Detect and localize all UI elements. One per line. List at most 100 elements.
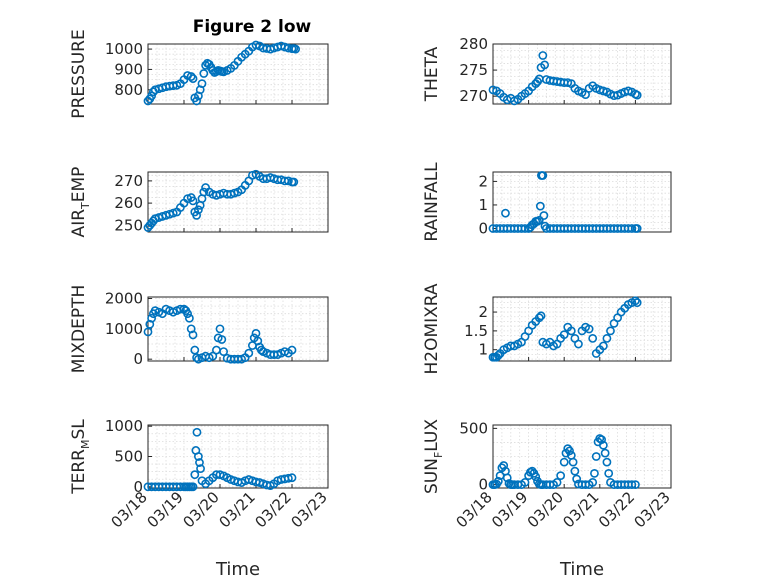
data-point: [631, 480, 640, 490]
data-point: [244, 348, 254, 358]
data-point: [199, 69, 209, 78]
subplot-terr-msl: 0 500 1000 TERRMSL 03/1803/1903/2003/2103/22…: [69, 417, 331, 580]
data-point: [188, 330, 198, 340]
data-point: [183, 309, 192, 319]
data-point: [287, 473, 297, 483]
data-point: [192, 210, 201, 220]
axes-border: [492, 43, 672, 105]
x-axis-label: Time: [215, 559, 260, 580]
y-tick-label: 800: [114, 81, 143, 99]
data-point: [197, 79, 207, 89]
data-point: [565, 446, 574, 456]
data-point: [147, 313, 156, 323]
y-axis-label: RAINFALL: [422, 162, 442, 242]
data-point: [539, 211, 549, 220]
axes-border: [147, 43, 329, 105]
data-point: [538, 51, 548, 60]
x-tick-label: 03/18: [108, 488, 151, 531]
data-point: [632, 224, 642, 233]
data-point: [632, 90, 642, 100]
data-point: [192, 353, 201, 363]
data-point: [493, 476, 503, 486]
data-point: [563, 444, 573, 454]
data-point: [536, 311, 546, 321]
data-point: [251, 40, 261, 50]
data-point: [559, 330, 569, 340]
data-point: [215, 324, 225, 334]
subplot-rainfall: 0 1 2 RAINFALL: [422, 162, 672, 242]
data-point: [534, 313, 544, 323]
data-point: [190, 470, 200, 480]
y-tick-label: 0: [478, 219, 488, 237]
data-point: [193, 452, 203, 461]
data-point: [184, 313, 194, 323]
data-point: [574, 339, 583, 349]
data-point: [590, 468, 599, 478]
x-tick-label: 03/20: [524, 488, 567, 531]
data-point: [195, 458, 204, 467]
subplot-h2omixra: 11.52 H2OMIXRA: [422, 283, 672, 375]
y-tick-label: 280: [459, 35, 488, 53]
data-point: [287, 345, 297, 355]
data-point: [604, 468, 614, 478]
subplot-mixdepth: 0 1000 2000 MIXDEPTH: [69, 285, 329, 373]
subplot-theta: 270 275 280 THETA: [422, 35, 672, 106]
y-axis-label: PRESSURE: [69, 29, 89, 118]
data-point: [632, 298, 642, 308]
data-point: [291, 44, 300, 54]
x-tick-label: 03/19: [488, 488, 531, 531]
data-point: [502, 473, 512, 483]
data-point: [186, 72, 196, 81]
subplot-pressure: 800 900 1000 PRESSURE: [69, 29, 329, 119]
y-tick-label: 2000: [105, 290, 143, 308]
data-point: [566, 326, 576, 336]
axes-frame: [147, 43, 329, 105]
data-point: [584, 324, 594, 334]
data-point: [598, 341, 608, 351]
x-tick-label: 03/22: [252, 488, 295, 531]
axes-border: [147, 171, 329, 233]
data-point: [627, 480, 637, 490]
data-point: [192, 96, 201, 106]
data-point: [193, 205, 203, 215]
data-point: [606, 326, 615, 336]
data-point: [570, 466, 580, 476]
y-axis-label: THETA: [422, 46, 442, 102]
y-tick-label: 270: [114, 172, 143, 190]
data-point: [520, 224, 530, 233]
data-point: [568, 457, 578, 467]
x-tick-label: 03/20: [180, 488, 223, 531]
y-tick-label: 1: [478, 341, 488, 359]
y-tick-label: 0: [133, 350, 143, 368]
data-point: [631, 296, 640, 306]
data-point: [531, 472, 541, 482]
data-point: [559, 457, 569, 467]
data-point: [540, 60, 550, 70]
y-axis-label: TERRMSL: [69, 419, 92, 495]
data-point: [501, 208, 510, 218]
data-point: [192, 427, 202, 437]
data-point: [600, 448, 610, 458]
y-tick-label: 275: [459, 61, 488, 79]
y-tick-label: 0: [478, 476, 488, 494]
y-tick-label: 500: [114, 448, 143, 466]
data-point: [597, 435, 606, 445]
y-tick-label: 1: [478, 196, 488, 214]
y-axis-label: H2OMIXRA: [422, 283, 442, 374]
y-tick-label: 250: [114, 216, 143, 234]
y-tick-label: 500: [459, 419, 488, 437]
data-point: [217, 335, 227, 344]
data-point: [552, 477, 562, 487]
data-point: [588, 477, 598, 487]
y-axis-label: SUNFLUX: [422, 419, 445, 494]
x-tick-label: 03/21: [559, 488, 602, 531]
x-tick-label: 03/22: [595, 488, 638, 531]
figure-title: Figure 2 low: [193, 17, 312, 37]
data-point: [196, 464, 205, 474]
y-tick-label: 1000: [105, 417, 143, 435]
data-point: [588, 334, 598, 343]
data-point: [289, 177, 299, 187]
axes-frame: [147, 171, 329, 233]
